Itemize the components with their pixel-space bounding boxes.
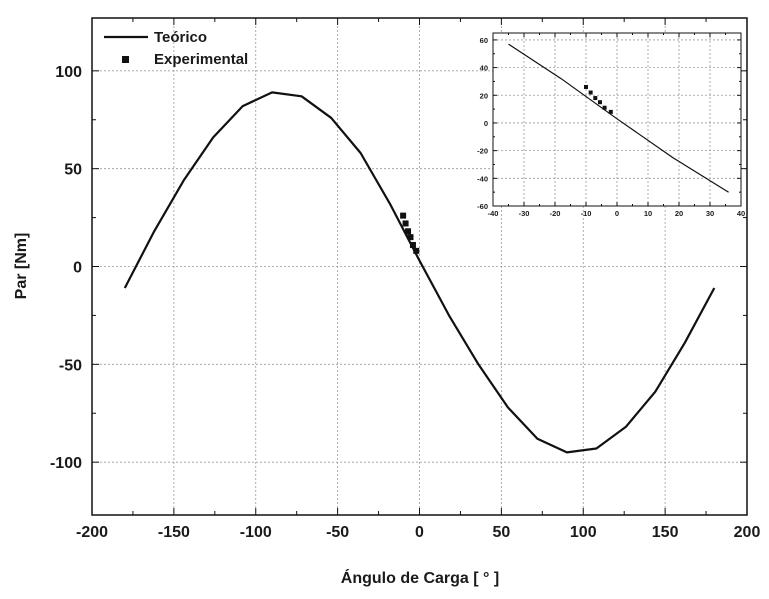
x-tick-label: -200	[76, 524, 108, 541]
inset-series	[508, 43, 729, 193]
x-tick-label: -50	[326, 524, 349, 541]
main-series	[123, 91, 716, 454]
x-tick-label: -30	[519, 209, 530, 218]
main-ticks	[91, 18, 748, 515]
x-tick-label: 10	[644, 209, 652, 218]
y-tick-label: 60	[480, 36, 488, 45]
x-tick-label: -40	[488, 209, 499, 218]
series-line-teorico	[508, 43, 729, 193]
y-tick-label: -60	[477, 202, 488, 211]
y-tick-label: -50	[59, 357, 82, 374]
data-point-experimental	[400, 212, 407, 219]
data-point-experimental	[413, 247, 420, 254]
data-point-experimental	[405, 228, 412, 235]
x-tick-label: -150	[158, 524, 190, 541]
y-tick-label: 50	[64, 162, 82, 179]
legend-label-teorico: Teórico	[154, 29, 207, 46]
x-tick-label: -100	[240, 524, 272, 541]
legend-marker-swatch	[122, 56, 129, 63]
y-tick-label: 100	[55, 64, 82, 81]
x-tick-label: 150	[652, 524, 679, 541]
data-point-experimental	[608, 109, 613, 114]
x-tick-label: 0	[415, 524, 424, 541]
legend-label-experimental: Experimental	[154, 51, 248, 68]
data-point-experimental	[597, 100, 602, 105]
data-point-experimental	[584, 84, 588, 89]
y-tick-label: -100	[50, 455, 82, 472]
y-tick-label: 0	[73, 260, 82, 277]
data-point-experimental	[409, 241, 416, 248]
legend: Teórico Experimental	[104, 29, 248, 68]
x-tick-label: 100	[570, 524, 597, 541]
x-tick-label: 30	[706, 209, 714, 218]
data-point-experimental	[407, 234, 414, 241]
y-axis-title: Par [Nm]	[13, 233, 30, 300]
x-tick-label: 50	[492, 524, 510, 541]
y-tick-label: 0	[484, 119, 488, 128]
data-point-experimental	[588, 90, 593, 95]
inset-grid	[493, 33, 741, 206]
y-tick-label: -20	[477, 147, 488, 156]
x-tick-label: -10	[581, 209, 592, 218]
x-tick-label: 40	[737, 209, 745, 218]
y-tick-label: 40	[480, 64, 488, 73]
series-line-teorico	[123, 91, 716, 454]
x-tick-label: -20	[550, 209, 561, 218]
y-tick-label: -40	[477, 174, 488, 183]
x-tick-label: 200	[734, 524, 761, 541]
data-point-experimental	[593, 96, 598, 101]
data-point-experimental	[602, 105, 607, 110]
y-tick-label: 20	[480, 91, 488, 100]
x-tick-label: 0	[615, 209, 619, 218]
x-axis-title: Ángulo de Carga [ ° ]	[341, 568, 499, 587]
data-point-experimental	[402, 220, 409, 227]
x-tick-label: 20	[675, 209, 683, 218]
inset-ticks	[492, 33, 742, 207]
